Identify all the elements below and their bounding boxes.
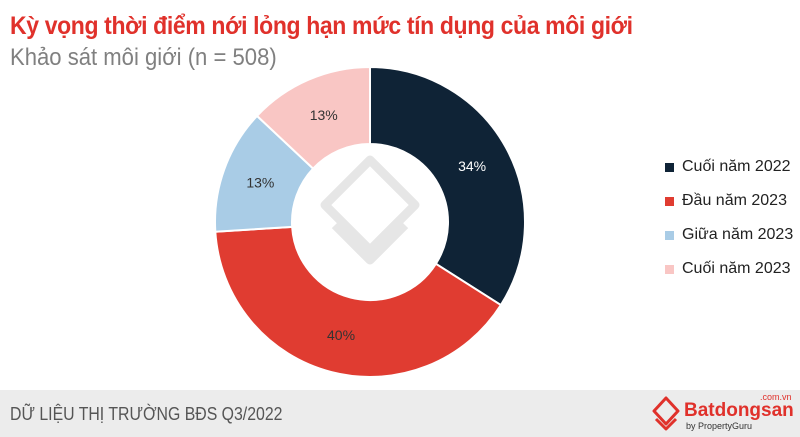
footer: DỮ LIỆU THỊ TRƯỜNG BĐS Q3/2022 .com.vn B… [0,390,800,437]
donut-chart: 34% 40% 13% 13% [214,65,526,378]
legend-label: Cuối năm 2023 [682,260,791,277]
data-label: 13% [310,107,338,123]
watermark-logo-icon [320,155,420,265]
legend-swatch [665,196,674,206]
legend-item: Cuối năm 2022 [665,150,793,184]
legend-label: Cuối năm 2022 [682,158,791,175]
donut-slice-1 [369,65,526,307]
logo-domain: .com.vn [760,392,792,402]
legend-swatch [665,230,674,240]
legend-item: Giữa năm 2023 [665,218,793,252]
legend-swatch [665,264,674,274]
chart-subtitle: Khảo sát môi giới (n = 508) [10,44,277,71]
data-label: 34% [458,158,486,174]
legend: Cuối năm 2022 Đầu năm 2023 Giữa năm 2023 Cu… [665,150,793,286]
batdongsan-logo: .com.vn Batdongsan by PropertyGuru [648,392,798,434]
legend-label: Đầu năm 2023 [682,192,787,209]
logo-brand: Batdongsan [684,400,794,421]
data-label: 13% [246,175,274,191]
legend-swatch [665,162,674,172]
donut-slice-2 [214,225,503,378]
legend-item: Đầu năm 2023 [665,184,793,218]
logo-by: by PropertyGuru [686,421,753,431]
chart-title: Kỳ vọng thời điểm nới lỏng hạn mức tín d… [10,12,633,40]
data-label: 40% [327,327,355,343]
donut-slice-4 [255,65,371,171]
legend-label: Giữa năm 2023 [682,226,794,243]
house-logo-icon [652,396,680,431]
legend-item: Cuối năm 2023 [665,252,793,286]
footer-text: DỮ LIỆU THỊ TRƯỜNG BĐS Q3/2022 [10,404,283,424]
